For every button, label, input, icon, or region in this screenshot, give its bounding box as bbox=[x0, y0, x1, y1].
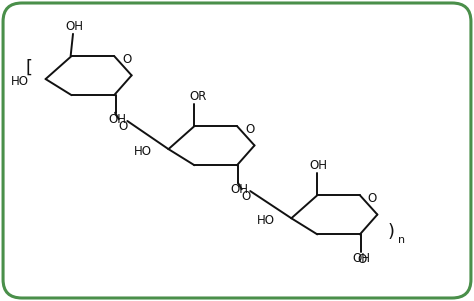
Text: OH: OH bbox=[310, 159, 328, 172]
Text: HO: HO bbox=[11, 75, 29, 88]
Text: [: [ bbox=[26, 58, 33, 76]
Text: ): ) bbox=[387, 223, 394, 241]
Text: O: O bbox=[122, 53, 131, 66]
Text: OH: OH bbox=[230, 183, 248, 196]
Text: O: O bbox=[245, 123, 254, 136]
Text: HO: HO bbox=[257, 214, 275, 227]
Text: O: O bbox=[357, 253, 367, 266]
Text: HO: HO bbox=[134, 145, 152, 158]
Text: O: O bbox=[118, 120, 127, 133]
FancyBboxPatch shape bbox=[3, 3, 471, 298]
Text: OH: OH bbox=[109, 113, 127, 126]
Text: O: O bbox=[368, 192, 377, 205]
Text: OH: OH bbox=[353, 252, 371, 265]
Text: OR: OR bbox=[190, 90, 207, 103]
Text: OH: OH bbox=[65, 20, 83, 33]
Text: n: n bbox=[398, 235, 405, 245]
Text: O: O bbox=[241, 190, 250, 203]
